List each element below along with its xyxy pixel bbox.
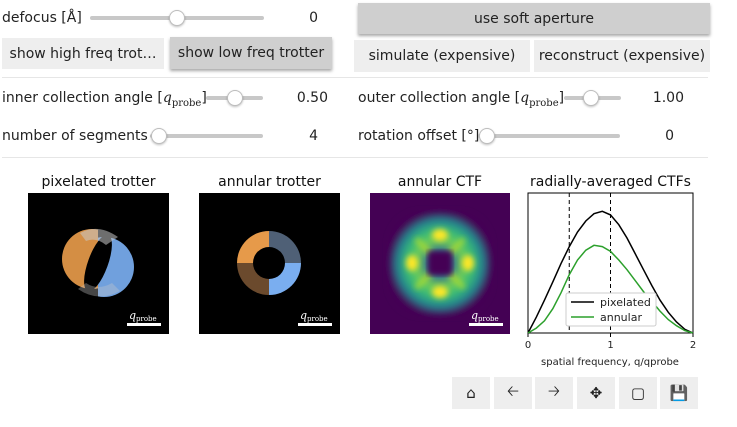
segments-label: number of segments: [2, 128, 148, 144]
scalebar-label: q: [129, 309, 136, 322]
inner-angle-slider-handle[interactable]: [227, 90, 243, 106]
series-line-pixelated: [527, 210, 694, 334]
pan-button[interactable]: ✥: [577, 377, 615, 409]
segments-slider-handle[interactable]: [151, 128, 167, 144]
scalebar-label: q: [300, 309, 307, 322]
outer-angle-slider[interactable]: [564, 89, 621, 107]
outer-angle-value: 1.00: [652, 90, 684, 106]
annular-ctf-title: annular CTF: [397, 174, 483, 190]
scalebar-label: q: [471, 309, 478, 322]
rotation-slider-handle[interactable]: [479, 128, 495, 144]
defocus-slider[interactable]: [90, 9, 264, 27]
scalebar-label: probe: [478, 315, 499, 323]
rotation-slider[interactable]: [478, 127, 620, 145]
low-freq-trotter-button[interactable]: show low freq trotter: [170, 37, 332, 69]
x-tick-label: 0: [525, 340, 531, 351]
annular-trotter-title: annular trotter: [218, 174, 321, 190]
inner-angle-label: inner collection angle [qprobe]: [2, 90, 207, 109]
pan-icon: ✥: [589, 384, 603, 402]
segments-value: 4: [309, 128, 318, 144]
series-line-annular: [527, 244, 694, 334]
forward-arrow-icon: 🡢: [547, 381, 561, 400]
save-icon: 💾: [669, 384, 689, 402]
scalebar: [469, 323, 503, 326]
back-arrow-icon: 🡠: [506, 381, 520, 400]
home-button[interactable]: ⌂: [452, 377, 490, 409]
scalebar: [298, 323, 332, 326]
x-tick-label: 1: [607, 340, 613, 351]
radial-ctf-chart: 0 1 2 pixelated annular spatial frequency, …: [525, 192, 696, 368]
annular-trotter-image: q probe: [199, 193, 340, 334]
annular-ctf-image: q probe: [370, 193, 510, 334]
inner-angle-slider[interactable]: [206, 89, 263, 107]
segments-slider-track: [150, 134, 263, 138]
forward-button[interactable]: 🡢: [535, 377, 573, 409]
scalebar-label: probe: [307, 315, 328, 323]
pixelated-trotter-title: pixelated trotter: [41, 174, 156, 190]
scalebar-label: probe: [136, 315, 157, 323]
legend-label-annular: annular: [600, 311, 642, 324]
rotation-slider-track: [478, 134, 620, 138]
rotation-value: 0: [665, 128, 674, 144]
save-button[interactable]: 💾: [660, 377, 698, 409]
inner-angle-value: 0.50: [296, 90, 328, 106]
home-icon: ⌂: [466, 384, 476, 402]
divider: [2, 77, 708, 78]
radial-ctf-title: radially-averaged CTFs: [530, 174, 691, 190]
simulate-button[interactable]: simulate (expensive): [354, 40, 530, 72]
pixelated-trotter-image: q probe: [28, 193, 169, 334]
defocus-value: 0: [309, 10, 318, 26]
outer-angle-slider-handle[interactable]: [583, 90, 599, 106]
high-freq-trotter-button[interactable]: show high freq trot…: [2, 38, 164, 69]
soft-aperture-toggle[interactable]: use soft aperture: [358, 3, 710, 34]
defocus-slider-handle[interactable]: [169, 10, 185, 26]
zoom-rect-icon: ▢: [630, 384, 646, 402]
legend-label-pixelated: pixelated: [600, 296, 651, 309]
rotation-label: rotation offset [°]: [358, 128, 480, 144]
divider: [2, 157, 708, 158]
reconstruct-button[interactable]: reconstruct (expensive): [534, 40, 710, 72]
x-axis-label: spatial frequency, q/qprobe: [541, 357, 679, 368]
zoom-button[interactable]: ▢: [619, 377, 657, 409]
defocus-label: defocus [Å]: [2, 10, 82, 26]
back-button[interactable]: 🡠: [494, 377, 532, 409]
scalebar: [127, 323, 161, 326]
segments-slider[interactable]: [150, 127, 263, 145]
x-tick-label: 2: [690, 340, 696, 351]
outer-angle-label: outer collection angle [qprobe]: [358, 90, 565, 109]
